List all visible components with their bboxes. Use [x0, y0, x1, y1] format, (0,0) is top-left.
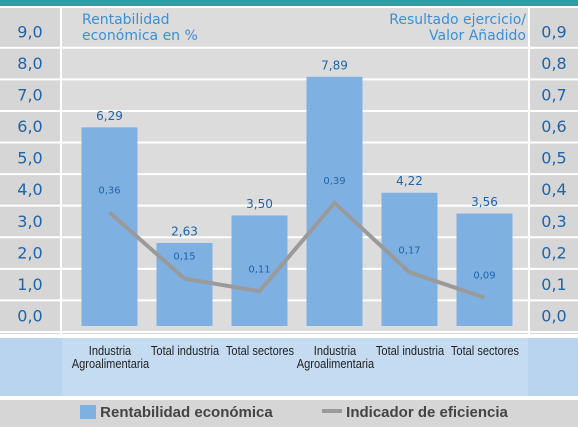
- x-tick-label: Total industria: [375, 343, 444, 358]
- y-tick-label: 7,0: [17, 85, 42, 104]
- bar: [81, 127, 138, 326]
- left-annotation: Rentabilidad económica en %: [82, 12, 198, 44]
- bar-value-label: 2,63: [171, 224, 198, 238]
- bar: [156, 242, 213, 326]
- right-annotation: Resultado ejercicio/ Valor Añadido: [389, 12, 526, 44]
- line-value-label: 0,11: [248, 264, 270, 275]
- legend-swatch: [80, 405, 96, 419]
- line-value-label: 0,17: [398, 245, 420, 256]
- y-tick-label: 2,0: [17, 243, 42, 262]
- y-tick-label: 3,0: [17, 212, 42, 231]
- line-value-label: 0,09: [473, 271, 495, 282]
- legend-band: [0, 400, 578, 427]
- left-axis-panel: [0, 8, 60, 334]
- y-tick-label: 6,0: [17, 117, 42, 136]
- y2-tick-label: 0,1: [541, 275, 566, 294]
- legend-label: Indicador de eficiencia: [346, 404, 508, 421]
- bar-value-label: 6,29: [96, 109, 123, 123]
- x-tick-label: Total industria: [150, 343, 219, 358]
- legend: Indicador de eficiencia: [322, 404, 508, 421]
- category-band-inner: [62, 338, 528, 396]
- line: [108, 199, 486, 300]
- bar-value-label: 7,89: [321, 58, 348, 72]
- top-rule: [0, 0, 578, 6]
- legend: Rentabilidad económica: [80, 404, 273, 421]
- legend-swatch: [322, 409, 342, 413]
- bar: [456, 213, 513, 326]
- y2-tick-label: 0,6: [541, 117, 566, 136]
- y2-tick-label: 0,3: [541, 212, 566, 231]
- line-value-label: 0,15: [173, 252, 195, 263]
- y-tick-label: 9,0: [17, 22, 42, 41]
- y2-tick-label: 0,0: [541, 307, 566, 326]
- x-tick-label: Industria Agroalimentaria: [71, 343, 149, 371]
- y2-tick-label: 0,7: [541, 85, 566, 104]
- bar: [381, 192, 438, 326]
- y2-tick-label: 0,2: [541, 243, 566, 262]
- x-tick-label: Total sectores: [225, 343, 294, 358]
- plot-area: [62, 8, 528, 334]
- line-value-label: 0,36: [98, 185, 120, 196]
- line-value-label: 0,39: [323, 176, 345, 187]
- bar-value-label: 3,50: [246, 197, 273, 211]
- legend-label: Rentabilidad económica: [100, 404, 273, 421]
- y-tick-label: 5,0: [17, 149, 42, 168]
- right-axis-panel: [530, 8, 578, 334]
- x-tick-label: Total sectores: [450, 343, 519, 358]
- y2-tick-label: 0,5: [541, 149, 566, 168]
- y2-tick-label: 0,4: [541, 180, 566, 199]
- y-tick-label: 4,0: [17, 180, 42, 199]
- x-tick-label: Industria Agroalimentaria: [296, 343, 374, 371]
- bar-value-label: 4,22: [396, 174, 423, 188]
- bar-value-label: 3,56: [471, 195, 498, 209]
- y-tick-label: 1,0: [17, 275, 42, 294]
- y2-tick-label: 0,9: [541, 22, 566, 41]
- y2-tick-label: 0,8: [541, 54, 566, 73]
- y-tick-label: 0,0: [17, 307, 42, 326]
- y-tick-label: 8,0: [17, 54, 42, 73]
